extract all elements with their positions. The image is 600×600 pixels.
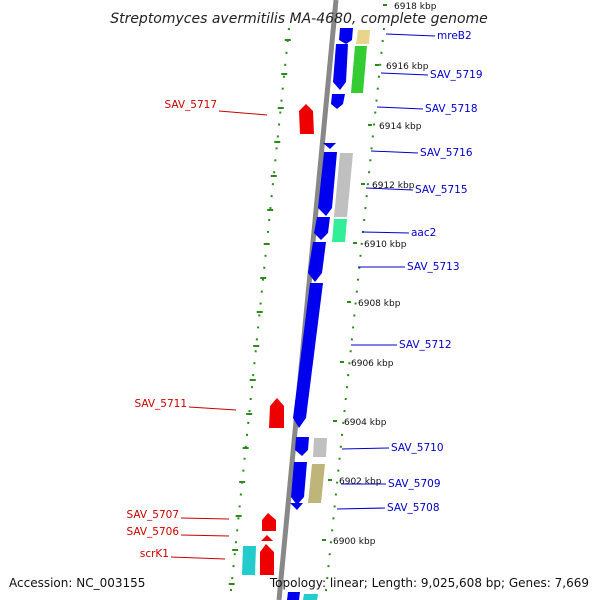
forward-gene-leader xyxy=(365,187,414,191)
cds-block xyxy=(351,46,367,93)
forward-gene-label: SAV_5719 xyxy=(430,69,483,81)
kbp-tick-label: 6908 kbp xyxy=(358,299,401,309)
genome-axis xyxy=(276,0,339,600)
kbp-tick-label: 6916 kbp xyxy=(386,62,429,72)
kbp-ticks: 6918 kbp 6916 kbp 6914 kbp 6912 kbp 6910 kbp… xyxy=(322,2,437,547)
accession-text: Accession: NC_003155 xyxy=(9,576,145,590)
reverse-gene-label: SAV_5711 xyxy=(134,398,187,410)
cds-block xyxy=(313,438,327,457)
right-guide-line xyxy=(324,27,385,600)
forward-gene-label: SAV_5713 xyxy=(407,261,460,273)
forward-gene-label: SAV_5716 xyxy=(420,147,473,159)
forward-gene-arrow xyxy=(333,44,348,90)
kbp-tick-label: 6918 kbp xyxy=(394,2,437,12)
left-guide-line xyxy=(229,27,290,600)
reverse-gene-label: SAV_5707 xyxy=(126,509,179,521)
forward-gene-leader xyxy=(336,507,386,510)
forward-gene-leader xyxy=(380,72,429,76)
forward-gene-label: SAV_5710 xyxy=(391,442,444,454)
reverse-gene-label: SAV_5717 xyxy=(164,99,217,111)
cds-block xyxy=(242,546,256,575)
kbp-tick-label: 6914 kbp xyxy=(379,122,422,132)
forward-gene-arrow xyxy=(308,242,326,282)
forward-gene-arrow xyxy=(331,94,345,109)
forward-gene-arrow xyxy=(314,217,330,240)
forward-gene-label: mreB2 xyxy=(437,30,472,42)
forward-gene-label: SAV_5712 xyxy=(399,339,452,351)
reverse-gene-arrow xyxy=(269,398,284,428)
reverse-gene-arrow xyxy=(262,513,276,531)
cds-block xyxy=(332,219,347,242)
forward-gene-arrow xyxy=(318,152,337,216)
cds-block xyxy=(334,153,353,217)
genome-axis-line xyxy=(276,0,339,600)
forward-gene-leader xyxy=(385,33,436,37)
forward-gene-leader xyxy=(341,447,390,450)
reverse-gene-arrow xyxy=(299,104,314,134)
reverse-gene-leader xyxy=(180,534,230,537)
reverse-gene-arrow xyxy=(261,535,273,541)
cds-blocks xyxy=(242,30,370,600)
forward-gene-arrow xyxy=(339,28,353,44)
cds-block xyxy=(308,464,325,503)
cds-block xyxy=(303,594,318,600)
forward-gene-leader xyxy=(376,106,424,110)
kbp-tick-label: 6900 kbp xyxy=(333,537,376,547)
forward-gene-leader xyxy=(361,231,410,234)
kbp-tick-label: 6902 kbp xyxy=(339,477,382,487)
forward-gene-arrow xyxy=(291,462,307,505)
forward-gene-label: SAV_5709 xyxy=(388,478,441,490)
genome-summary-text: Topology: linear; Length: 9,025,608 bp; … xyxy=(269,576,589,590)
reverse-gene-leader xyxy=(180,517,230,520)
reverse-gene-label: scrK1 xyxy=(140,548,169,560)
forward-gene-leader xyxy=(370,150,419,154)
forward-gene-arrow xyxy=(293,283,323,428)
reverse-gene-label: SAV_5706 xyxy=(126,526,179,538)
gene-arrows xyxy=(260,28,353,600)
forward-gene-label: SAV_5708 xyxy=(387,502,440,514)
forward-gene-arrow xyxy=(290,503,303,510)
cds-block xyxy=(356,30,370,44)
forward-gene-arrow xyxy=(287,592,300,600)
forward-gene-arrow xyxy=(323,143,336,149)
reverse-gene-leader xyxy=(218,110,268,116)
forward-gene-arrow xyxy=(295,437,309,456)
reverse-gene-arrow xyxy=(260,544,274,575)
reverse-gene-leader xyxy=(188,406,237,411)
forward-gene-label: aac2 xyxy=(411,227,436,239)
kbp-tick-label: 6912 kbp xyxy=(372,181,415,191)
gene-labels: mreB2 SAV_5719 SAV_5718 SAV_5716 SAV_5715aac… xyxy=(126,30,482,560)
genome-title: Streptomyces avermitilis MA-4680, comple… xyxy=(110,11,488,27)
kbp-tick-label: 6910 kbp xyxy=(364,240,407,250)
dotted-guides xyxy=(228,27,385,600)
kbp-tick-label: 6906 kbp xyxy=(351,359,394,369)
forward-gene-label: SAV_5718 xyxy=(425,103,478,115)
forward-gene-label: SAV_5715 xyxy=(415,184,468,196)
reverse-gene-leader xyxy=(170,556,226,560)
kbp-tick-label: 6904 kbp xyxy=(344,418,387,428)
